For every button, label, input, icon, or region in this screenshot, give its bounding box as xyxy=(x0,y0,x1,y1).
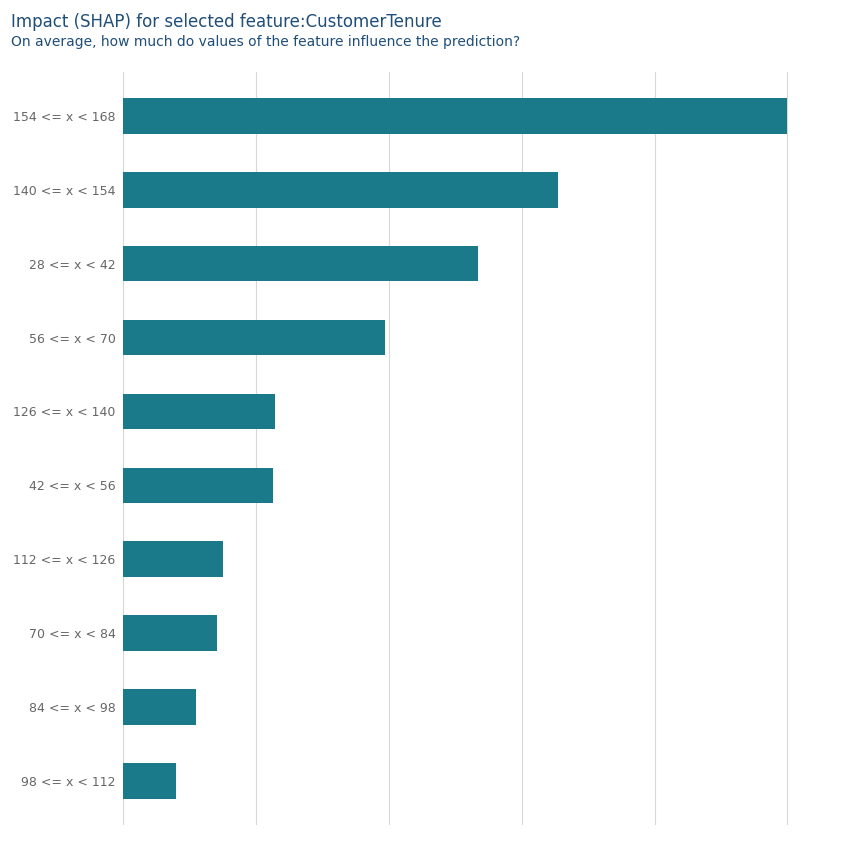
Bar xyxy=(123,763,177,798)
Bar xyxy=(123,467,273,503)
Bar xyxy=(123,172,558,207)
Bar xyxy=(123,394,274,429)
Bar xyxy=(123,541,222,577)
Bar xyxy=(123,246,479,281)
Text: Impact (SHAP) for selected feature:CustomerTenure: Impact (SHAP) for selected feature:Custo… xyxy=(11,13,441,30)
Bar xyxy=(123,616,217,651)
Text: On average, how much do values of the feature influence the prediction?: On average, how much do values of the fe… xyxy=(11,35,520,50)
Bar xyxy=(123,320,385,355)
Bar xyxy=(123,99,787,134)
Bar xyxy=(123,690,196,725)
